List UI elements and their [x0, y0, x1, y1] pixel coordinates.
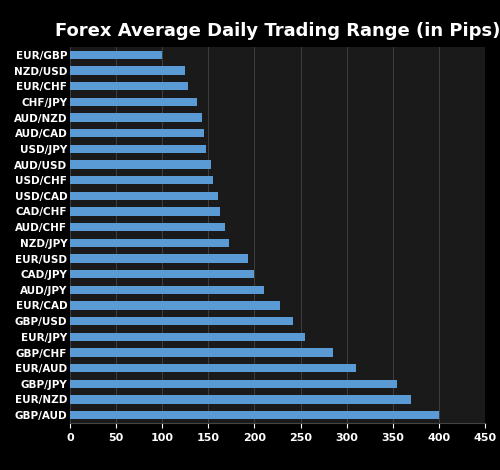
Bar	[70, 82, 188, 90]
Bar	[70, 113, 202, 122]
Bar	[70, 270, 254, 278]
Title: Forex Average Daily Trading Range (in Pips): Forex Average Daily Trading Range (in Pi…	[55, 22, 500, 40]
Bar	[70, 223, 225, 231]
Bar	[70, 145, 206, 153]
Bar	[70, 254, 248, 263]
Bar	[70, 239, 228, 247]
Bar	[70, 411, 439, 419]
Bar	[70, 129, 203, 137]
Bar	[70, 160, 211, 169]
Bar	[70, 301, 280, 310]
Bar	[70, 50, 162, 59]
Bar	[70, 348, 333, 357]
Bar	[70, 395, 411, 404]
Bar	[70, 207, 220, 216]
Text: Source: FX360.com: Source: FX360.com	[15, 451, 123, 461]
Bar	[70, 333, 305, 341]
Bar	[70, 285, 264, 294]
Bar	[70, 317, 293, 325]
Bar	[70, 176, 213, 185]
Bar	[70, 66, 186, 75]
Bar	[70, 97, 198, 106]
Bar	[70, 192, 218, 200]
Bar	[70, 364, 356, 372]
Bar	[70, 380, 398, 388]
